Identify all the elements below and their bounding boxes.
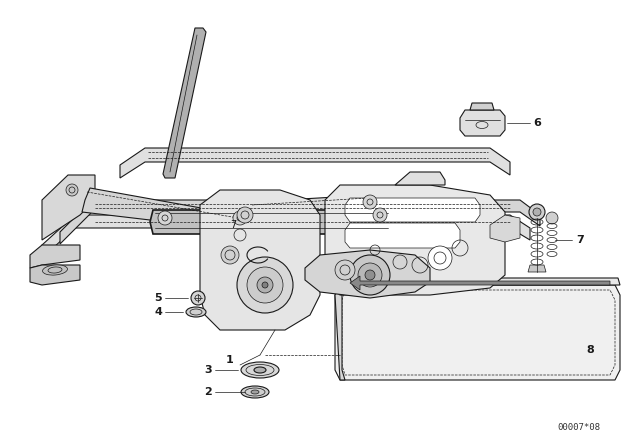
- Circle shape: [237, 207, 253, 223]
- Polygon shape: [120, 148, 510, 178]
- Polygon shape: [163, 28, 206, 178]
- Polygon shape: [340, 278, 620, 285]
- Polygon shape: [460, 110, 505, 136]
- Polygon shape: [42, 215, 530, 258]
- Text: 3: 3: [204, 365, 212, 375]
- Ellipse shape: [186, 307, 206, 317]
- Circle shape: [158, 211, 172, 225]
- Text: 4: 4: [154, 307, 162, 317]
- Polygon shape: [345, 198, 480, 222]
- Circle shape: [257, 277, 273, 293]
- Circle shape: [428, 246, 452, 270]
- Circle shape: [237, 257, 293, 313]
- Polygon shape: [82, 188, 240, 230]
- Circle shape: [365, 270, 375, 280]
- Circle shape: [221, 246, 239, 264]
- Ellipse shape: [241, 386, 269, 398]
- Polygon shape: [150, 210, 393, 234]
- Polygon shape: [395, 172, 445, 185]
- Circle shape: [373, 208, 387, 222]
- Text: 5: 5: [154, 293, 162, 303]
- Ellipse shape: [254, 367, 266, 373]
- Polygon shape: [490, 215, 520, 242]
- Text: 7: 7: [230, 220, 236, 230]
- Polygon shape: [60, 200, 540, 244]
- Polygon shape: [528, 265, 546, 272]
- Polygon shape: [305, 250, 430, 298]
- Circle shape: [191, 291, 205, 305]
- Circle shape: [335, 260, 355, 280]
- Circle shape: [233, 211, 247, 225]
- Circle shape: [66, 184, 78, 196]
- Polygon shape: [345, 223, 460, 248]
- Text: 00007*08: 00007*08: [557, 423, 600, 432]
- Circle shape: [358, 263, 382, 287]
- Polygon shape: [325, 185, 505, 295]
- Ellipse shape: [241, 362, 279, 378]
- Circle shape: [247, 267, 283, 303]
- Polygon shape: [42, 175, 95, 240]
- Circle shape: [350, 255, 390, 295]
- Polygon shape: [335, 285, 620, 380]
- Circle shape: [262, 282, 268, 288]
- Circle shape: [533, 208, 541, 216]
- Ellipse shape: [251, 390, 259, 394]
- Polygon shape: [200, 190, 320, 330]
- Text: 2: 2: [204, 387, 212, 397]
- Polygon shape: [240, 195, 370, 228]
- Polygon shape: [30, 265, 80, 285]
- Polygon shape: [350, 276, 610, 290]
- Text: 7: 7: [576, 235, 584, 245]
- Ellipse shape: [42, 265, 67, 275]
- Polygon shape: [470, 103, 494, 110]
- Polygon shape: [30, 245, 80, 268]
- Text: 8: 8: [586, 345, 594, 355]
- Circle shape: [529, 204, 545, 220]
- Circle shape: [363, 195, 377, 209]
- Text: 1: 1: [226, 355, 234, 365]
- Text: 6: 6: [533, 118, 541, 128]
- Polygon shape: [335, 278, 345, 380]
- Circle shape: [546, 212, 558, 224]
